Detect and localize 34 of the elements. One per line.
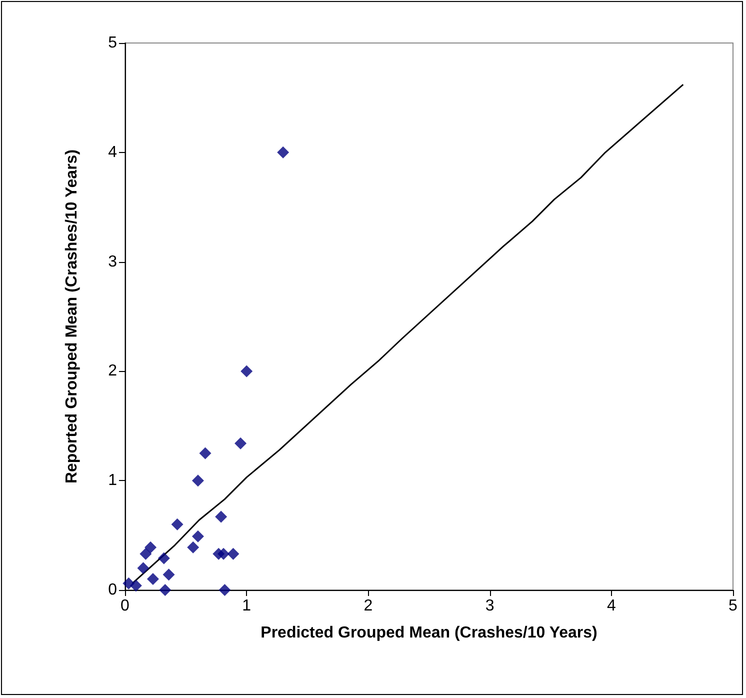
point xyxy=(218,584,231,596)
y-tick-label: 4 xyxy=(108,144,118,161)
point xyxy=(130,580,142,592)
x-tick-label: 1 xyxy=(242,598,252,614)
point xyxy=(187,541,200,554)
point xyxy=(192,474,204,487)
point xyxy=(146,573,159,586)
x-axis-title: Predicted Grouped Mean (Crashes/10 Years) xyxy=(260,624,598,642)
point xyxy=(240,365,253,378)
y-tick-label: 5 xyxy=(108,34,118,52)
point xyxy=(217,548,230,560)
point xyxy=(140,548,152,560)
point xyxy=(234,437,247,450)
point xyxy=(171,518,184,530)
point xyxy=(158,552,170,564)
y-tick-label: 1 xyxy=(108,472,118,490)
point xyxy=(199,447,212,460)
point xyxy=(277,146,290,158)
x-tick-label: 5 xyxy=(728,598,738,614)
point xyxy=(159,584,172,596)
point xyxy=(137,562,150,574)
point xyxy=(192,530,204,542)
x-tick-label: 2 xyxy=(364,598,373,614)
x-tick-label: 3 xyxy=(485,598,494,614)
y-tick-label: 2 xyxy=(108,362,118,380)
x-tick-label: 4 xyxy=(606,598,616,614)
point xyxy=(227,548,240,560)
point xyxy=(215,510,228,523)
point xyxy=(162,568,175,581)
y-tick-label: 0 xyxy=(108,582,118,598)
x-tick-label: 0 xyxy=(120,598,130,614)
y-axis-title: Reported Grouped Mean (Crashes/10 Years) xyxy=(64,149,80,484)
point xyxy=(144,541,157,554)
y-tick-label: 3 xyxy=(108,253,118,270)
